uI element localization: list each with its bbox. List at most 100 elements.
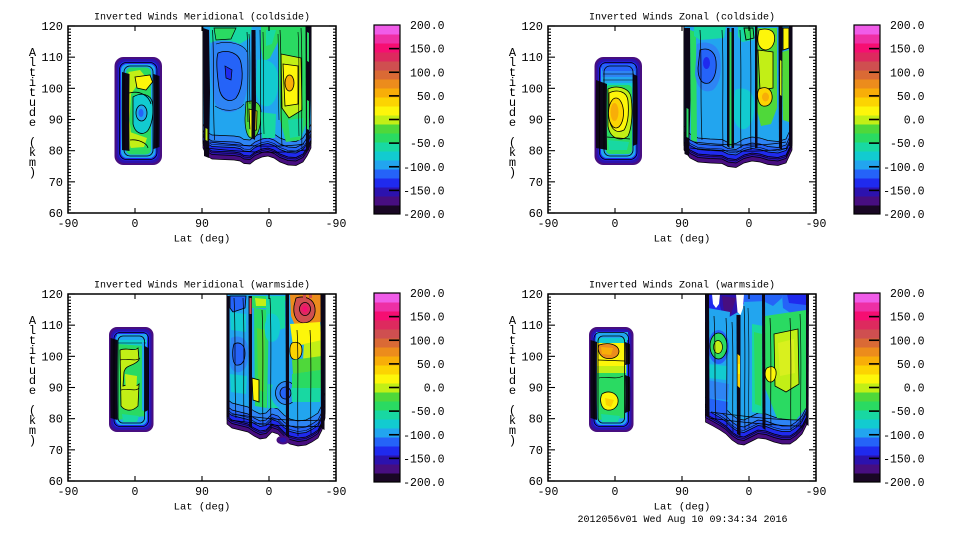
svg-text:Lat (deg): Lat (deg) xyxy=(654,502,711,514)
svg-text:0.0: 0.0 xyxy=(424,115,445,128)
svg-text:200.0: 200.0 xyxy=(410,20,445,33)
svg-text:0: 0 xyxy=(746,486,753,499)
svg-text:A: A xyxy=(509,46,517,60)
svg-text:0: 0 xyxy=(266,218,273,231)
svg-text:80: 80 xyxy=(49,145,63,159)
svg-text:200.0: 200.0 xyxy=(890,288,925,301)
svg-text:100.0: 100.0 xyxy=(890,335,925,348)
svg-text:-90: -90 xyxy=(58,486,79,499)
svg-text:l: l xyxy=(509,324,516,338)
svg-text:60: 60 xyxy=(529,207,543,221)
svg-text:e: e xyxy=(29,384,36,398)
svg-text:i: i xyxy=(509,76,516,90)
svg-text:100.0: 100.0 xyxy=(890,67,925,80)
svg-text:2012056v01 Wed Aug 10 09:34:34: 2012056v01 Wed Aug 10 09:34:34 2016 xyxy=(577,514,787,526)
svg-text:-90: -90 xyxy=(538,218,559,231)
svg-text:e: e xyxy=(29,116,36,130)
svg-text:90: 90 xyxy=(49,382,63,396)
svg-text:-50.0: -50.0 xyxy=(890,138,925,151)
svg-text:100.0: 100.0 xyxy=(410,67,445,80)
svg-text:90: 90 xyxy=(529,114,543,128)
svg-text:50.0: 50.0 xyxy=(897,359,925,372)
svg-text:l: l xyxy=(509,56,516,70)
svg-text:): ) xyxy=(509,166,516,180)
svg-text:l: l xyxy=(29,56,36,70)
svg-text:-50.0: -50.0 xyxy=(410,138,445,151)
svg-text:100: 100 xyxy=(521,82,543,96)
svg-text:-200.0: -200.0 xyxy=(403,209,445,222)
svg-text:Lat (deg): Lat (deg) xyxy=(174,502,231,514)
svg-text:120: 120 xyxy=(521,288,543,302)
svg-text:Inverted Winds Meridional (war: Inverted Winds Meridional (warmside) xyxy=(94,280,310,292)
svg-text:100: 100 xyxy=(521,350,543,364)
svg-text:k: k xyxy=(29,146,36,160)
svg-text:t: t xyxy=(509,354,516,368)
svg-text:t: t xyxy=(509,66,516,80)
svg-text:u: u xyxy=(509,96,516,110)
svg-text:200.0: 200.0 xyxy=(890,20,925,33)
svg-text:-150.0: -150.0 xyxy=(403,185,445,198)
svg-text:150.0: 150.0 xyxy=(410,44,445,57)
svg-text:80: 80 xyxy=(529,145,543,159)
svg-text:70: 70 xyxy=(529,176,543,190)
svg-text:-200.0: -200.0 xyxy=(883,477,925,490)
svg-text:Inverted Winds Zonal (coldside: Inverted Winds Zonal (coldside) xyxy=(589,12,775,24)
svg-text:-150.0: -150.0 xyxy=(403,453,445,466)
svg-text:(: ( xyxy=(29,136,36,150)
svg-text:(: ( xyxy=(29,404,36,418)
svg-text:-90: -90 xyxy=(538,486,559,499)
svg-text:90: 90 xyxy=(675,218,689,231)
svg-text:m: m xyxy=(509,156,516,170)
svg-text:k: k xyxy=(509,146,516,160)
svg-text:d: d xyxy=(29,374,36,388)
svg-text:t: t xyxy=(509,86,516,100)
svg-text:60: 60 xyxy=(49,475,63,489)
svg-text:e: e xyxy=(509,384,516,398)
svg-text:d: d xyxy=(509,374,516,388)
svg-text:-90: -90 xyxy=(326,218,347,231)
svg-text:-100.0: -100.0 xyxy=(883,162,925,175)
svg-text:Inverted Winds Meridional (col: Inverted Winds Meridional (coldside) xyxy=(94,12,310,24)
svg-text:120: 120 xyxy=(521,20,543,34)
svg-text:100.0: 100.0 xyxy=(410,335,445,348)
svg-text:Lat (deg): Lat (deg) xyxy=(654,234,711,246)
svg-text:0.0: 0.0 xyxy=(904,115,925,128)
svg-text:t: t xyxy=(29,354,36,368)
svg-text:A: A xyxy=(509,314,517,328)
svg-text:-90: -90 xyxy=(806,486,827,499)
svg-text:0: 0 xyxy=(612,218,619,231)
svg-text:t: t xyxy=(29,86,36,100)
svg-text:-50.0: -50.0 xyxy=(410,406,445,419)
svg-text:110: 110 xyxy=(521,51,543,65)
svg-text:A: A xyxy=(29,46,37,60)
svg-text:80: 80 xyxy=(49,413,63,427)
svg-text:d: d xyxy=(509,106,516,120)
svg-text:-100.0: -100.0 xyxy=(883,430,925,443)
svg-text:(: ( xyxy=(509,404,516,418)
svg-text:k: k xyxy=(509,414,516,428)
svg-text:t: t xyxy=(29,66,36,80)
svg-text:m: m xyxy=(29,156,36,170)
svg-text:): ) xyxy=(29,166,36,180)
svg-text:i: i xyxy=(509,344,516,358)
svg-text:60: 60 xyxy=(49,207,63,221)
svg-text:100: 100 xyxy=(41,82,63,96)
svg-text:(: ( xyxy=(509,136,516,150)
svg-text:0: 0 xyxy=(132,486,139,499)
svg-text:): ) xyxy=(29,434,36,448)
svg-text:k: k xyxy=(29,414,36,428)
svg-text:90: 90 xyxy=(529,382,543,396)
svg-text:60: 60 xyxy=(529,475,543,489)
svg-text:t: t xyxy=(29,334,36,348)
svg-text:110: 110 xyxy=(41,319,63,333)
svg-text:0.0: 0.0 xyxy=(904,383,925,396)
svg-text:-200.0: -200.0 xyxy=(403,477,445,490)
svg-text:-50.0: -50.0 xyxy=(890,406,925,419)
svg-text:90: 90 xyxy=(195,486,209,499)
svg-text:0: 0 xyxy=(266,486,273,499)
svg-text:150.0: 150.0 xyxy=(890,312,925,325)
svg-text:110: 110 xyxy=(41,51,63,65)
svg-text:d: d xyxy=(29,106,36,120)
svg-text:70: 70 xyxy=(49,444,63,458)
svg-text:90: 90 xyxy=(675,486,689,499)
